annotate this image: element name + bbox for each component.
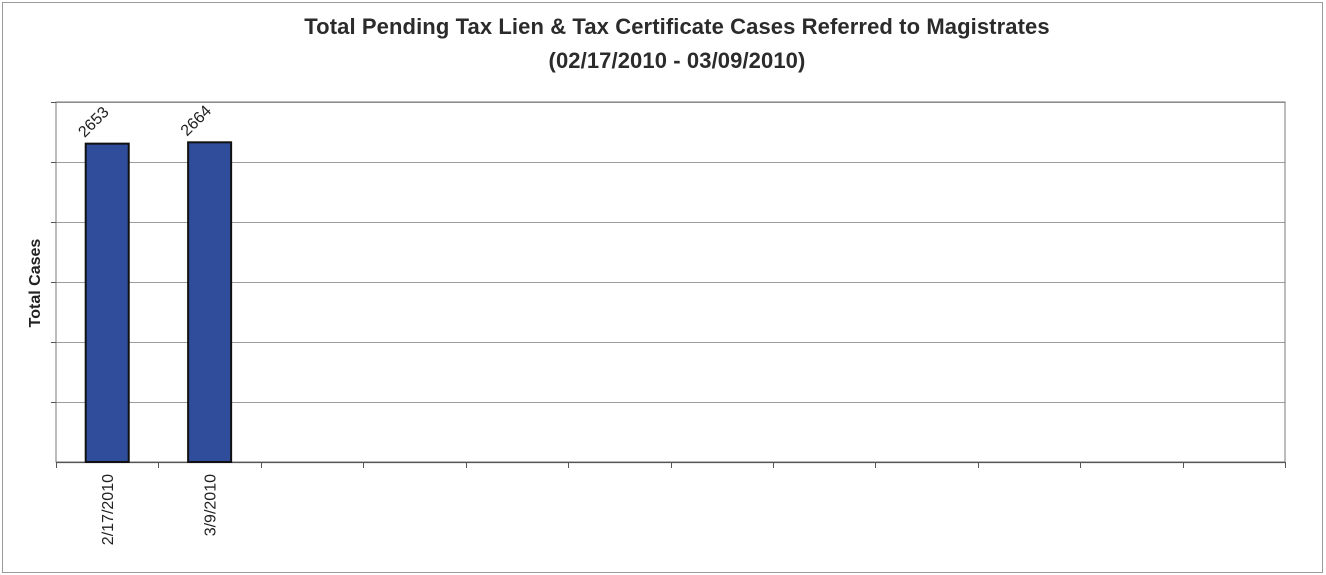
- data-label-2: 2664: [178, 102, 215, 139]
- data-label-1: 2653: [75, 104, 112, 141]
- bars: [84, 141, 233, 463]
- chart-subtitle: (02/17/2010 - 03/09/2010): [548, 48, 806, 73]
- x-tick-label-2: 3/9/2010: [203, 474, 220, 536]
- chart-title: Total Pending Tax Lien & Tax Certificate…: [304, 14, 1050, 39]
- x-tick-label-1: 2/17/2010: [100, 474, 117, 545]
- bar-2: [187, 141, 233, 463]
- gridlines: [56, 102, 1285, 403]
- bar-1: [84, 142, 130, 463]
- axes: [51, 101, 1286, 468]
